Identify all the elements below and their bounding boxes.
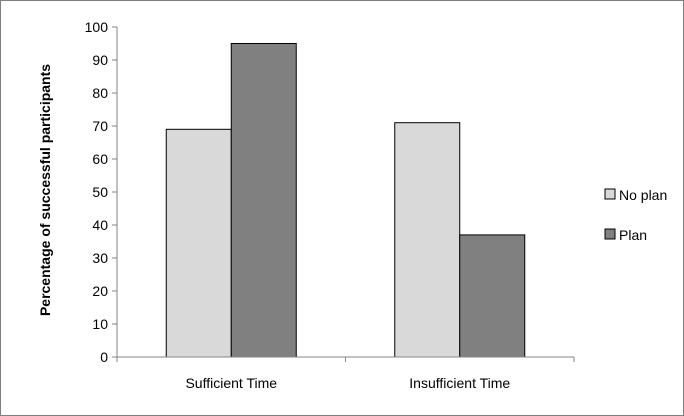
axes: [116, 27, 575, 362]
bar-plan-1: [459, 234, 526, 358]
y-axis-label: Percentage of successful participants: [37, 64, 53, 316]
category-label: Sufficient Time: [185, 375, 277, 391]
y-tick-label: 70: [92, 118, 108, 134]
category-label: Insufficient Time: [409, 375, 510, 391]
y-tick-label: 100: [85, 19, 109, 35]
legend: No plan Plan: [604, 187, 667, 243]
y-tick-label: 20: [92, 283, 108, 299]
legend-label: Plan: [619, 227, 647, 243]
y-tick-label: 50: [92, 184, 108, 200]
y-tick-label: 30: [92, 250, 108, 266]
legend-swatch: [604, 188, 616, 200]
y-tick-label: 40: [92, 217, 108, 233]
y-tick-label: 0: [100, 349, 108, 365]
legend-label: No plan: [619, 187, 667, 203]
bar-no-plan-0: [165, 128, 232, 358]
legend-swatch: [604, 228, 616, 240]
bar-no-plan-1: [394, 122, 461, 358]
y-tick-label: 80: [92, 85, 108, 101]
y-tick-label: 10: [92, 316, 108, 332]
bars: [165, 43, 526, 358]
y-tick-label: 90: [92, 52, 108, 68]
category-labels: Sufficient Time Insufficient Time: [185, 375, 510, 391]
bar-plan-0: [230, 43, 297, 358]
y-ticks: 0 10 20 30 40 50 60 70 80 90 100: [85, 19, 117, 365]
y-tick-label: 60: [92, 151, 108, 167]
